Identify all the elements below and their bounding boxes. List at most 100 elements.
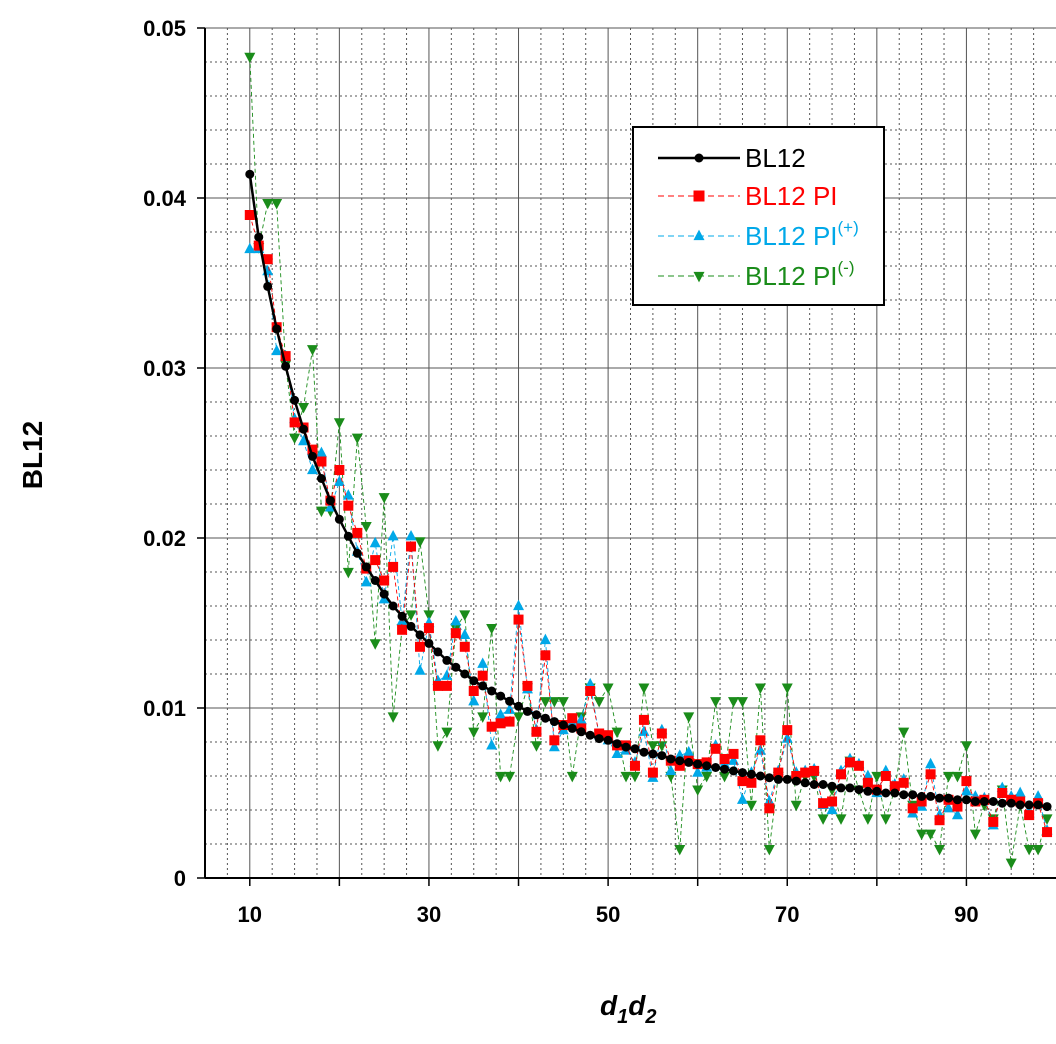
data-point xyxy=(692,785,704,796)
data-point xyxy=(952,801,963,812)
data-point xyxy=(594,734,604,744)
data-point xyxy=(890,788,900,798)
data-point xyxy=(934,815,945,826)
data-point xyxy=(334,465,345,475)
data-point xyxy=(639,747,649,757)
data-point xyxy=(298,402,310,414)
x-axis-title-sub-1: 1 xyxy=(617,1006,628,1028)
data-point xyxy=(244,242,256,254)
data-point xyxy=(397,611,407,621)
data-point xyxy=(1041,814,1053,825)
data-point xyxy=(908,790,918,800)
data-point xyxy=(1023,844,1035,856)
data-point xyxy=(442,655,452,665)
data-point xyxy=(584,677,596,689)
data-point xyxy=(711,763,721,772)
data-point xyxy=(432,680,443,691)
data-point xyxy=(746,777,757,788)
data-point xyxy=(872,786,882,796)
data-point xyxy=(424,638,434,648)
data-point xyxy=(925,757,937,769)
data-point xyxy=(603,735,613,745)
data-point xyxy=(495,771,507,783)
data-point xyxy=(1033,800,1043,810)
data-point xyxy=(988,816,999,827)
data-point xyxy=(675,756,685,766)
data-point xyxy=(352,527,363,538)
legend-label-main: BL12 PI xyxy=(745,221,838,251)
data-point xyxy=(271,198,283,210)
data-point xyxy=(406,621,416,631)
data-point xyxy=(468,686,479,696)
data-point xyxy=(290,395,300,405)
data-point xyxy=(629,771,641,783)
data-point xyxy=(576,727,586,737)
x-axis-title-main-1: d xyxy=(600,990,618,1021)
data-point xyxy=(244,210,255,220)
data-point xyxy=(782,774,792,784)
data-point xyxy=(531,726,542,737)
legend-marker xyxy=(693,271,705,283)
y-tick-label: 0 xyxy=(174,866,186,891)
data-point xyxy=(916,829,928,841)
data-point xyxy=(926,791,936,801)
data-point xyxy=(763,795,775,806)
data-point xyxy=(845,783,855,793)
data-point xyxy=(531,710,541,720)
data-point xyxy=(755,735,766,746)
data-point xyxy=(316,456,327,467)
y-tick-label: 0.02 xyxy=(143,526,186,551)
data-point xyxy=(477,670,488,681)
data-point xyxy=(316,474,326,483)
data-point xyxy=(692,766,704,777)
data-point xyxy=(836,769,847,780)
data-point xyxy=(352,548,362,558)
data-point xyxy=(558,720,568,730)
data-point xyxy=(298,434,310,446)
y-axis-title: BL12 xyxy=(17,421,48,489)
data-point xyxy=(513,712,525,723)
data-point xyxy=(943,771,955,783)
data-point xyxy=(881,788,891,798)
data-point xyxy=(630,744,640,754)
data-point xyxy=(540,713,550,723)
data-point xyxy=(451,662,461,672)
data-point xyxy=(693,759,703,769)
data-point xyxy=(468,694,480,706)
data-point xyxy=(307,444,318,455)
data-point xyxy=(567,713,578,724)
data-point xyxy=(791,771,802,781)
y-tick-label: 0.05 xyxy=(143,16,186,41)
data-point xyxy=(611,747,623,759)
data-point xyxy=(862,814,874,825)
data-point xyxy=(1024,810,1035,821)
data-point xyxy=(414,641,425,652)
legend-marker xyxy=(693,190,705,202)
data-point xyxy=(593,697,605,708)
data-point xyxy=(951,808,963,820)
data-point xyxy=(907,803,918,814)
data-point xyxy=(961,795,971,805)
data-point xyxy=(585,730,595,740)
data-point xyxy=(1005,858,1017,870)
data-point xyxy=(495,718,506,729)
data-point xyxy=(871,771,883,783)
data-point xyxy=(540,650,551,661)
data-point xyxy=(299,424,309,434)
data-point xyxy=(405,529,417,541)
data-point xyxy=(441,727,453,739)
data-point xyxy=(961,776,972,787)
legend-label-superscript: (-) xyxy=(838,258,855,277)
data-point xyxy=(674,760,685,771)
data-point xyxy=(253,240,264,251)
x-tick-label: 30 xyxy=(417,902,441,927)
data-point xyxy=(1024,800,1034,810)
data-point xyxy=(960,784,972,796)
data-point xyxy=(997,798,1007,808)
y-tick-label: 0.03 xyxy=(143,356,186,381)
data-point xyxy=(539,633,551,645)
data-point xyxy=(773,774,783,784)
data-point xyxy=(307,451,317,461)
data-point xyxy=(459,641,470,652)
